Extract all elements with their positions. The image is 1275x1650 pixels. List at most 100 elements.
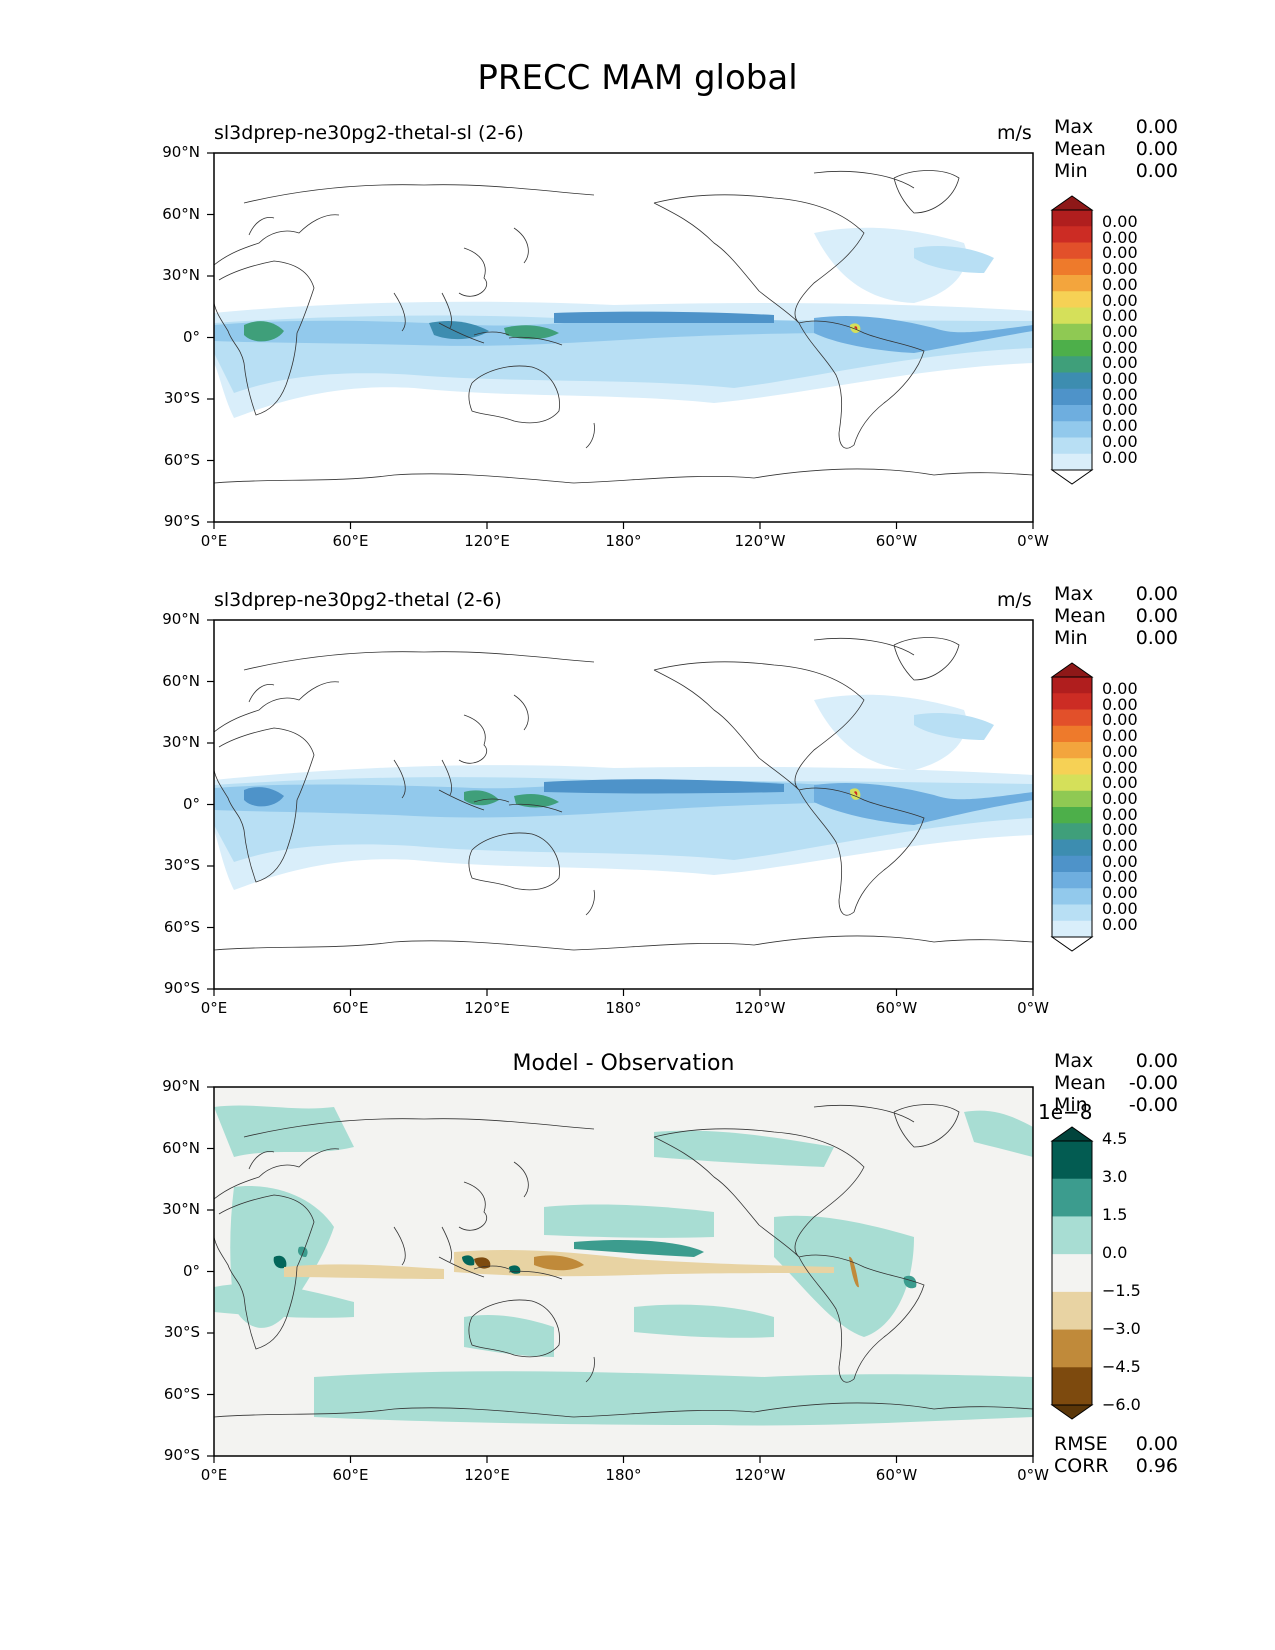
lon-tick-label: 0°E — [200, 999, 228, 1017]
colorbar-2-segment — [1052, 904, 1092, 922]
panel-1-min-value: 0.00 — [1135, 160, 1178, 182]
lon-tick-label: 120°W — [734, 532, 786, 550]
lat-tick-label: 30°S — [163, 856, 200, 874]
lat-tick-label: 60°N — [162, 204, 200, 223]
lat-tick-label: 90°S — [163, 1446, 200, 1464]
lat-tick-label: 30°S — [163, 1323, 200, 1341]
colorbar-3-tick-label: −4.5 — [1102, 1357, 1141, 1376]
colorbar-3-segment — [1052, 1141, 1092, 1180]
lat-tick-label: 0° — [182, 327, 200, 346]
colorbar-1-segment — [1052, 226, 1092, 243]
colorbar-1-tick-label: 0.00 — [1102, 447, 1138, 467]
lat-tick-label: 60°S — [163, 917, 200, 936]
lon-tick-label: 60°W — [875, 999, 918, 1017]
colorbar-2-tick-label: 0.00 — [1102, 804, 1138, 824]
panel-1-units: m/s — [997, 122, 1032, 144]
panel-3-rmse-value: 0.00 — [1135, 1433, 1178, 1455]
panel-1-min-label: Min — [1054, 160, 1088, 182]
panel-2-max-label: Max — [1054, 583, 1094, 605]
colorbar-1-segment — [1052, 275, 1092, 292]
panel-3-min-label: Min — [1054, 1094, 1088, 1116]
colorbar-1-tick-label: 0.00 — [1102, 212, 1138, 231]
colorbar-2-segment — [1052, 774, 1092, 792]
lon-tick-label: 0°W — [1017, 532, 1049, 550]
colorbar-2-tick-label: 0.00 — [1102, 836, 1138, 855]
colorbar-1-segment — [1052, 388, 1092, 406]
colorbar-1-tick-label: 0.00 — [1102, 400, 1138, 420]
colorbar-3-tick-label: 1.5 — [1102, 1205, 1128, 1224]
panel-3-map — [213, 1086, 1034, 1457]
colorbar-1-segment — [1052, 258, 1092, 276]
colorbar-1-tick-label: 0.00 — [1102, 431, 1138, 451]
lon-tick-label: 120°W — [734, 999, 786, 1017]
colorbar-3-segment — [1052, 1367, 1092, 1406]
colorbar-1-tick-label: 0.00 — [1102, 243, 1138, 263]
colorbar-1-segment — [1052, 242, 1092, 260]
lat-tick-label: 0° — [182, 1261, 200, 1280]
lat-tick-label: 30°N — [162, 733, 200, 751]
lat-tick-label: 90°N — [162, 610, 200, 628]
colorbar-2-tick-label: 0.00 — [1102, 710, 1138, 730]
lat-tick-label: 90°N — [162, 143, 200, 161]
colorbar-1-segment — [1052, 307, 1092, 325]
lat-tick-label: 30°N — [162, 266, 200, 284]
panel-3-mean-label: Mean — [1054, 1072, 1106, 1094]
lon-tick-label: 120°W — [734, 1466, 786, 1484]
panel-3-max-value: 0.00 — [1135, 1050, 1178, 1072]
panel-1-max-value: 0.00 — [1135, 116, 1178, 138]
colorbar-2-segment — [1052, 725, 1092, 743]
colorbar-2-tick-label: 0.00 — [1102, 851, 1138, 871]
colorbar-2-extend-top — [1050, 662, 1094, 678]
colorbar-1-tick-label: 0.00 — [1102, 290, 1138, 310]
colorbar-2-segment — [1052, 790, 1092, 808]
colorbar-3-segment — [1052, 1216, 1092, 1255]
colorbar-3-segment — [1052, 1291, 1092, 1331]
colorbar-2-segment — [1052, 888, 1092, 905]
lat-tick-label: 90°S — [163, 512, 200, 530]
lat-tick-label: 30°N — [162, 1200, 200, 1218]
colorbar-2-segment — [1052, 677, 1092, 694]
lon-tick-label: 60°W — [875, 532, 918, 550]
colorbar-1-tick-label: 0.00 — [1102, 353, 1138, 373]
colorbar-2-segment — [1052, 823, 1092, 840]
panel-2-min-value: 0.00 — [1135, 627, 1178, 649]
colorbar-2-tick-label: 0.00 — [1102, 679, 1138, 698]
colorbar-3-tick-label: −1.5 — [1102, 1281, 1141, 1300]
colorbar-2-tick-label: 0.00 — [1102, 773, 1138, 793]
colorbar-2-outline — [1051, 676, 1093, 938]
colorbar-1-segment — [1052, 356, 1092, 373]
colorbar-1-tick-label: 0.00 — [1102, 369, 1138, 388]
colorbar-2-tick-label: 0.00 — [1102, 914, 1138, 934]
colorbar-1-outline — [1051, 209, 1093, 471]
colorbar-2-tick-label: 0.00 — [1102, 867, 1138, 887]
panel-1-title: sl3dprep-ne30pg2-thetal-sl (2-6) — [214, 122, 524, 144]
lon-tick-label: 180° — [605, 1466, 642, 1484]
panel-1-max-label: Max — [1054, 116, 1094, 138]
lon-tick-label: 180° — [605, 532, 642, 550]
colorbar-3-tick-label: 4.5 — [1102, 1129, 1128, 1148]
colorbar-1-segment — [1052, 372, 1092, 390]
lat-tick-label: 60°N — [162, 671, 200, 690]
colorbar-1-segment — [1052, 437, 1092, 455]
colorbar-2-segment — [1052, 839, 1092, 857]
colorbar-2-segment — [1052, 709, 1092, 727]
panel-1-mean-label: Mean — [1054, 138, 1106, 160]
panel-3-corr-value: 0.96 — [1135, 1455, 1178, 1477]
panel-3-max-label: Max — [1054, 1050, 1094, 1072]
colorbar-1-tick-label: 0.00 — [1102, 337, 1138, 357]
colorbar-2-tick-label: 0.00 — [1102, 898, 1138, 918]
lat-tick-label: 90°N — [162, 1077, 200, 1095]
colorbar-3-tick-label: −3.0 — [1102, 1319, 1141, 1338]
colorbar-3-extend-bottom — [1050, 1404, 1094, 1420]
colorbar-3-extend-top — [1050, 1126, 1094, 1142]
colorbar-2-tick-label: 0.00 — [1102, 820, 1138, 840]
colorbar-2-segment — [1052, 693, 1092, 710]
colorbar-2-tick-label: 0.00 — [1102, 741, 1138, 761]
colorbar-3-outline — [1051, 1140, 1093, 1406]
lon-tick-label: 60°E — [332, 999, 369, 1017]
panel-3-title: Model - Observation — [512, 1051, 735, 1076]
colorbar-1-tick-label: 0.00 — [1102, 384, 1138, 404]
colorbar-2-extend-bottom — [1050, 936, 1094, 952]
colorbar-1-tick-label: 0.00 — [1102, 259, 1138, 279]
colorbar-2-tick-label: 0.00 — [1102, 788, 1138, 808]
